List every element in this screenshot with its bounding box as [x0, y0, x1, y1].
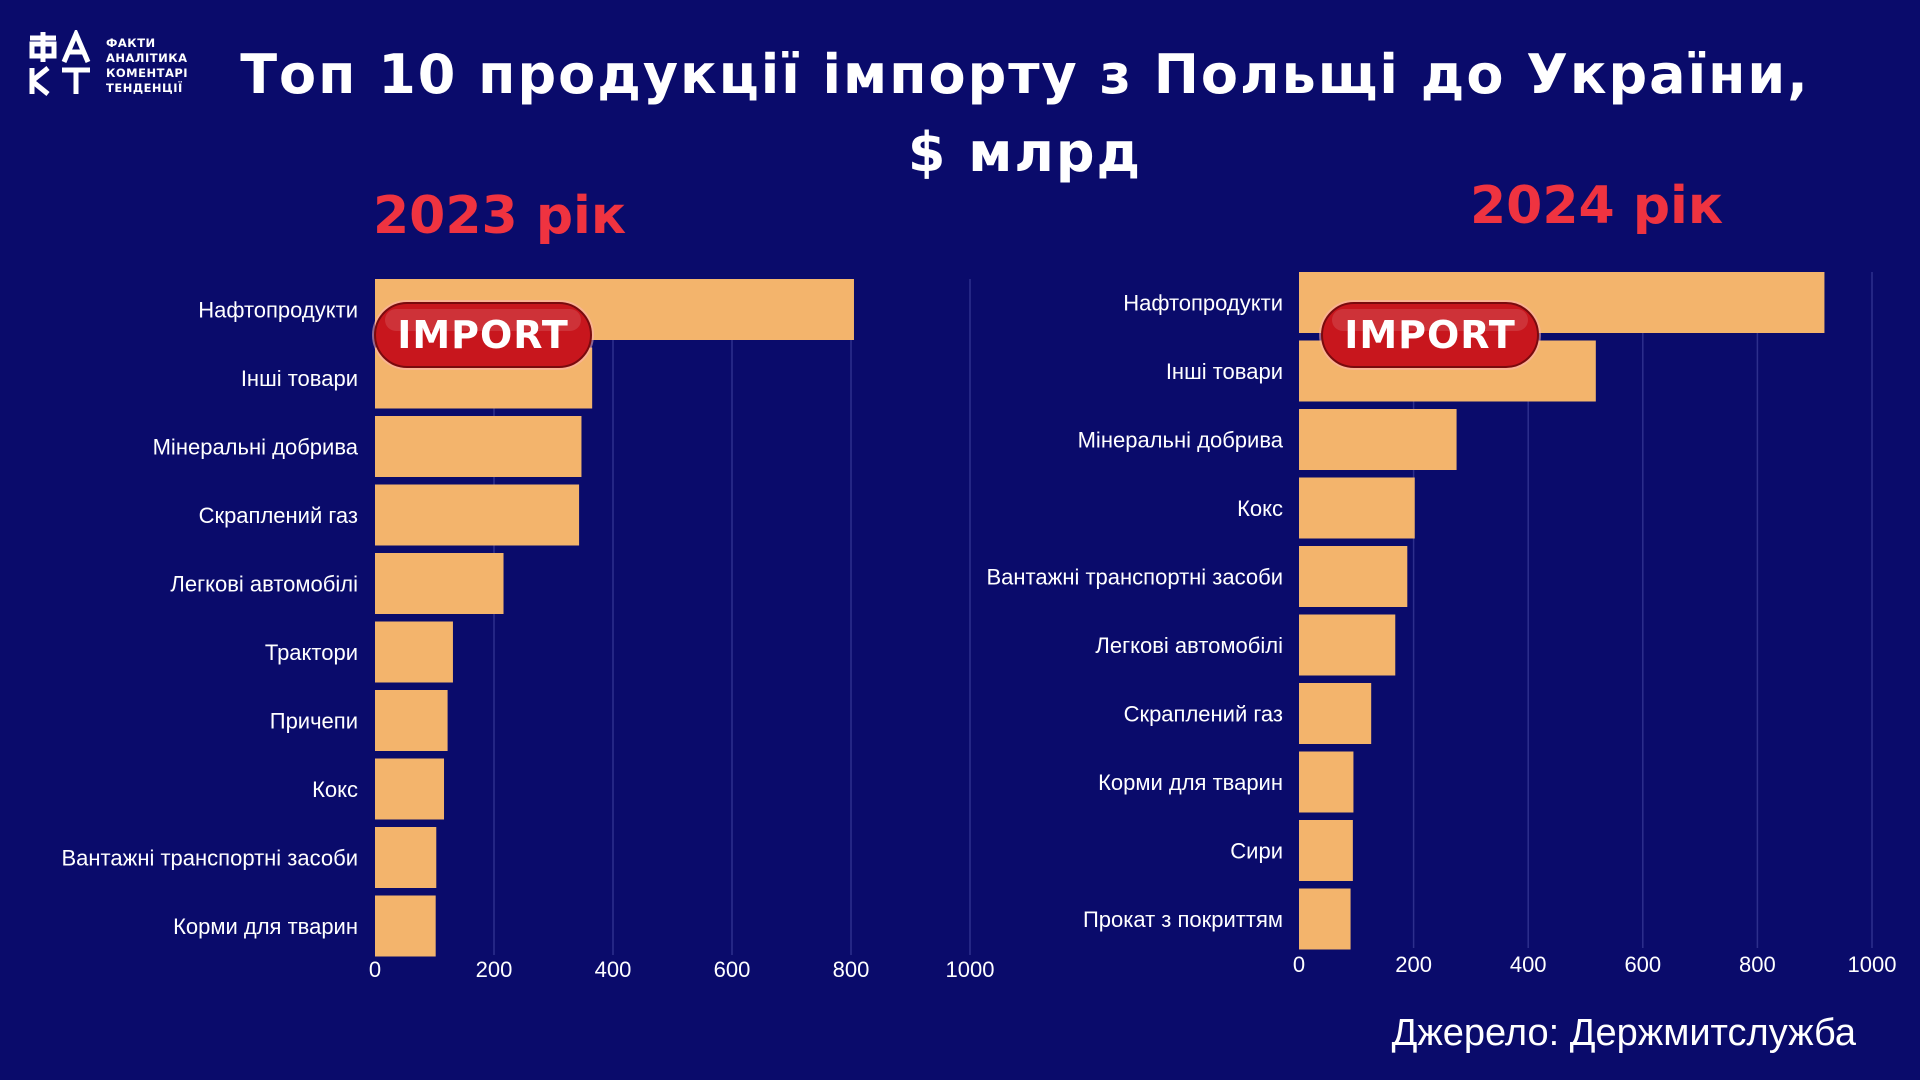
chart-2023: Нафтопродукти Інші товари Мінеральні добри…	[61, 279, 994, 982]
tick-label-2024-600: 600	[1624, 952, 1661, 977]
category-label-2024-2: Інші товари	[1166, 359, 1283, 384]
bar-2023-9	[375, 827, 437, 888]
category-label-2023-7: Причепи	[270, 709, 358, 734]
tick-label-2024-0: 0	[1293, 952, 1305, 977]
bar-2024-4	[1299, 477, 1415, 539]
import-badge-shine-2023	[385, 309, 581, 331]
logo-line-comments: КОМЕНТАРІ	[106, 66, 189, 80]
bar-2023-8	[375, 758, 445, 820]
category-label-2024-5: Вантажні транспортні засоби	[986, 565, 1283, 590]
category-label-2023-9: Вантажні транспортні засоби	[61, 846, 358, 871]
tick-label-2024-400: 400	[1510, 952, 1547, 977]
logo: ФАКТИ АНАЛІТИКА КОМЕНТАРІ ТЕНДЕНЦІЇ	[26, 30, 196, 100]
logo-line-analytics: АНАЛІТИКА	[106, 51, 188, 65]
chart-2023-title: 2023 рік	[373, 186, 627, 246]
bar-2023-3	[375, 416, 582, 477]
bar-2024-8	[1299, 751, 1354, 813]
category-label-2023-2: Інші товари	[241, 366, 358, 391]
import-badge-pill-2023	[374, 302, 592, 368]
tick-label-2023-200: 200	[476, 957, 513, 982]
bar-2024-6	[1299, 614, 1396, 676]
page-title-line1: Топ 10 продукції імпорту з Польщі до Укр…	[240, 43, 1810, 106]
bar-2023-7	[375, 690, 448, 751]
fakt-logo-icon	[29, 30, 91, 96]
import-badge-2023: IMPORT	[372, 300, 594, 370]
category-label-2024-4: Кокс	[1237, 496, 1283, 521]
category-label-2024-6: Легкові автомобілі	[1095, 633, 1283, 658]
tick-label-2023-1000: 1000	[946, 957, 995, 982]
source-note: Джерело: Держмитслужба	[1391, 1012, 1856, 1054]
page-title-line2: $ млрд	[907, 121, 1143, 184]
bar-2024-9	[1299, 820, 1353, 881]
category-label-2023-6: Трактори	[265, 640, 358, 665]
category-label-2023-5: Легкові автомобілі	[170, 572, 358, 597]
category-label-2024-8: Корми для тварин	[1098, 770, 1283, 795]
import-badge-label-2024: IMPORT	[1344, 313, 1516, 357]
import-badge-2024: IMPORT	[1319, 300, 1541, 370]
import-badge-shine-2024	[1332, 309, 1528, 331]
category-label-2024-1: Нафтопродукти	[1123, 291, 1283, 316]
category-label-2024-10: Прокат з покриттям	[1083, 907, 1283, 932]
tick-label-2024-1000: 1000	[1848, 952, 1897, 977]
bar-2023-5	[375, 553, 504, 614]
tick-label-2023-800: 800	[833, 957, 870, 982]
category-label-2023-8: Кокс	[312, 777, 358, 802]
tick-label-2023-400: 400	[595, 957, 632, 982]
category-label-2023-4: Скраплений газ	[199, 503, 358, 528]
page-title: Топ 10 продукції імпорту з Польщі до Укр…	[220, 36, 1830, 192]
category-label-2023-10: Корми для тварин	[173, 914, 358, 939]
logo-line-facts: ФАКТИ	[106, 36, 156, 50]
category-label-2023-3: Мінеральні добрива	[153, 435, 359, 460]
category-label-2024-9: Сири	[1230, 839, 1283, 864]
bar-2024-7	[1299, 683, 1372, 744]
bar-2024-5	[1299, 546, 1408, 607]
bar-2023-10	[375, 895, 436, 957]
category-label-2024-3: Мінеральні добрива	[1078, 428, 1284, 453]
category-label-2024-7: Скраплений газ	[1124, 702, 1283, 727]
chart-2024-title: 2024 рік	[1470, 176, 1724, 236]
import-badge-label-2023: IMPORT	[397, 313, 569, 357]
chart-2024: Нафтопродукти Інші товари Мінеральні добри…	[986, 272, 1896, 977]
bar-2024-10	[1299, 888, 1351, 950]
category-label-2023-1: Нафтопродукти	[198, 298, 358, 323]
logo-line-trends: ТЕНДЕНЦІЇ	[106, 81, 183, 95]
tick-label-2024-800: 800	[1739, 952, 1776, 977]
tick-label-2023-0: 0	[369, 957, 381, 982]
import-badge-pill-2024	[1321, 302, 1539, 368]
tick-label-2024-200: 200	[1395, 952, 1432, 977]
tick-label-2023-600: 600	[714, 957, 751, 982]
bar-2024-3	[1299, 409, 1457, 470]
bar-2023-4	[375, 484, 580, 546]
bar-2023-6	[375, 621, 453, 683]
